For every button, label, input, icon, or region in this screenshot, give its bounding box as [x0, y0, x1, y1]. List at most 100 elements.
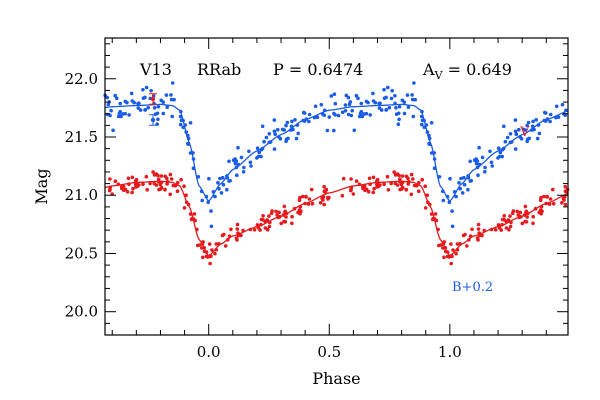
data-point-b — [356, 96, 360, 101]
data-point-b — [537, 131, 542, 136]
data-point-b — [429, 121, 434, 125]
data-point-b — [517, 127, 521, 132]
data-point-v — [524, 209, 529, 214]
data-point-v — [261, 214, 265, 218]
data-point-v — [504, 226, 509, 230]
data-point-v — [175, 180, 180, 185]
data-point-v — [341, 176, 346, 181]
data-point-v — [445, 254, 450, 259]
data-point-v — [301, 194, 305, 199]
data-point-b — [296, 131, 301, 136]
data-point-b — [498, 150, 503, 155]
data-point-b — [405, 93, 410, 97]
data-point-b — [161, 100, 165, 104]
data-point-v — [235, 227, 240, 231]
data-point-v — [201, 255, 205, 260]
data-point-b — [513, 129, 518, 134]
data-point-b — [332, 92, 337, 96]
data-point-b — [333, 101, 338, 106]
data-point-b — [458, 186, 463, 191]
data-point-v — [148, 181, 152, 186]
data-point-b — [125, 100, 129, 105]
data-point-v — [322, 202, 327, 207]
data-point-v — [351, 192, 356, 196]
data-point-b — [343, 109, 348, 113]
data-point-v — [454, 251, 458, 256]
data-point-v — [113, 179, 118, 183]
data-point-b — [466, 187, 470, 192]
data-point-b — [161, 111, 166, 116]
data-point-v — [433, 212, 438, 216]
data-point-b — [242, 165, 246, 170]
data-point-b — [450, 209, 454, 213]
data-point-v — [165, 176, 169, 181]
data-point-v — [213, 251, 217, 256]
series-label-v: V — [519, 125, 530, 140]
data-point-v — [277, 210, 281, 215]
data-point-v — [168, 172, 173, 177]
data-point-v — [279, 221, 284, 226]
data-point-b — [241, 170, 246, 174]
data-point-b — [257, 150, 262, 155]
data-point-v — [309, 187, 314, 192]
data-point-v — [399, 182, 404, 187]
data-point-v — [131, 186, 135, 191]
data-point-v — [392, 170, 397, 174]
data-point-b — [362, 112, 367, 116]
data-point-b — [227, 179, 231, 183]
data-point-b — [138, 108, 143, 112]
data-point-v — [156, 173, 160, 178]
data-point-b — [346, 112, 351, 117]
data-point-b — [457, 181, 461, 185]
data-point-b — [548, 119, 552, 124]
data-point-v — [537, 210, 541, 215]
amplitude-symbol: A — [422, 60, 435, 79]
data-point-v — [371, 190, 376, 195]
data-point-v — [361, 185, 365, 189]
data-point-b — [513, 118, 518, 122]
data-point-b — [284, 123, 288, 128]
data-point-v — [538, 198, 543, 202]
data-point-b — [387, 105, 392, 110]
data-point-b — [209, 224, 214, 229]
data-point-v — [259, 217, 264, 222]
axis-ticks: 0.0 0.5 1.0 20.0 20.5 21.0 21.5 22.0 — [65, 38, 568, 361]
data-point-b — [396, 111, 401, 116]
data-point-v — [282, 219, 286, 224]
series-label-b: B+0.2 — [452, 280, 493, 295]
data-point-b — [233, 161, 238, 165]
data-point-v — [400, 174, 405, 178]
data-point-v — [145, 188, 149, 192]
data-point-v — [493, 228, 498, 232]
data-point-v — [284, 215, 288, 219]
data-point-b — [273, 132, 278, 136]
data-point-v — [423, 184, 428, 188]
data-point-b — [382, 96, 387, 100]
data-point-b — [156, 117, 160, 122]
data-point-b — [169, 93, 173, 97]
data-point-b — [196, 175, 201, 179]
data-point-v — [152, 181, 156, 186]
data-point-b — [322, 113, 327, 117]
data-point-b — [379, 108, 384, 112]
data-point-v — [126, 176, 131, 181]
data-point-v — [304, 195, 308, 199]
data-point-b — [290, 119, 294, 124]
data-point-b — [490, 164, 495, 168]
data-point-v — [562, 198, 566, 202]
data-point-b — [313, 104, 318, 109]
amplitude-value: = 0.649 — [443, 60, 512, 79]
data-point-b — [474, 157, 479, 161]
data-point-b — [488, 149, 492, 154]
data-point-b — [332, 111, 336, 116]
data-point-v — [159, 174, 164, 178]
data-point-b — [272, 129, 277, 134]
data-point-b — [294, 136, 299, 141]
data-point-v — [252, 228, 257, 232]
data-point-b — [118, 101, 122, 106]
data-point-b — [119, 114, 123, 119]
data-point-b — [468, 159, 473, 164]
data-point-b — [389, 96, 394, 101]
data-point-b — [523, 128, 528, 132]
data-point-v — [171, 183, 176, 188]
